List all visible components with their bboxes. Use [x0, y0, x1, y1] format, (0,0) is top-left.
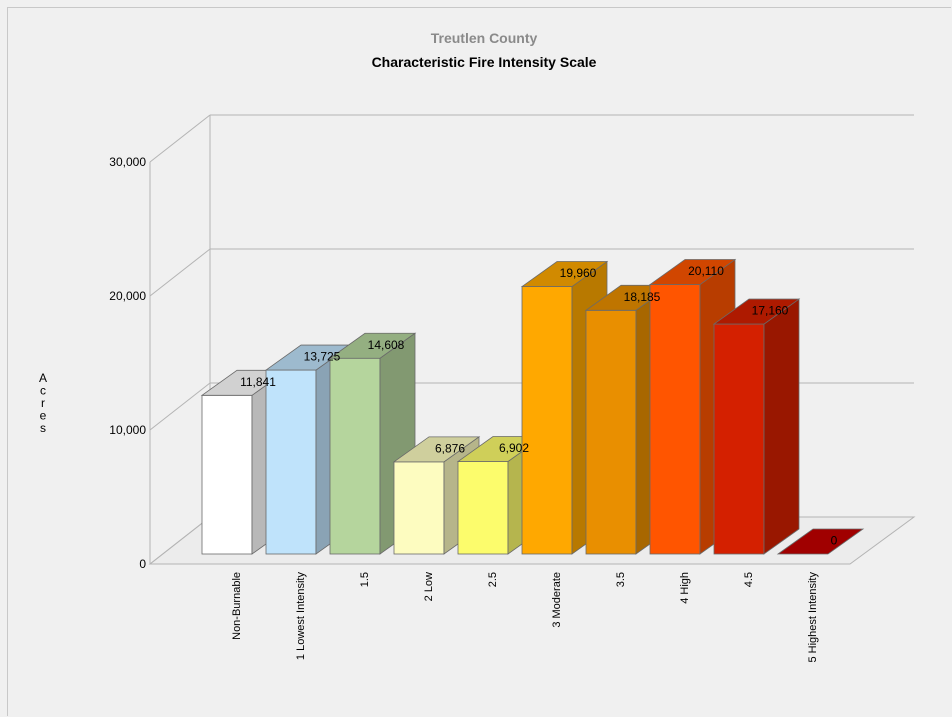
y-axis-label-letter: A	[39, 371, 47, 385]
bar-front	[713, 323, 765, 555]
gridline-side	[149, 516, 211, 565]
gridline-side	[149, 114, 211, 163]
bars-layer	[200, 258, 865, 555]
data-label: 13,725	[304, 350, 341, 364]
bar-front	[521, 286, 573, 555]
x-tick-label: Non-Burnable	[231, 572, 243, 640]
gridline-side	[149, 248, 211, 297]
x-tick-label: 4.5	[743, 572, 755, 587]
x-tick-label: 2 Low	[423, 572, 435, 601]
bar-top	[520, 261, 609, 287]
bar-front	[585, 309, 637, 555]
x-tick-label: 4 High	[679, 572, 691, 604]
x-tick-label: 1.5	[359, 572, 371, 587]
chart-title: Treutlen County	[431, 30, 538, 46]
x-tick-label: 2.5	[487, 572, 499, 587]
bar-top	[648, 259, 737, 285]
bar-front	[265, 369, 317, 555]
data-label: 20,110	[688, 264, 724, 278]
data-label: 6,902	[499, 441, 529, 455]
bar-top	[328, 332, 417, 359]
y-axis-label-letter: e	[40, 409, 47, 423]
gridline-side	[149, 382, 211, 431]
bar-top	[392, 436, 481, 463]
bar-side	[763, 298, 800, 555]
x-tick-label: 3.5	[615, 572, 627, 587]
bar-front	[201, 394, 253, 555]
y-tick-label: 30,000	[109, 155, 146, 169]
bar-top	[712, 298, 801, 325]
y-tick-label: 0	[139, 557, 146, 571]
data-label: 18,185	[624, 290, 661, 304]
bar-front	[649, 284, 701, 555]
bar-front	[457, 461, 509, 555]
y-axis-label-letter: r	[41, 396, 45, 410]
y-axis-label-letter: s	[40, 421, 46, 435]
bar-front	[393, 461, 445, 555]
y-tick-label: 20,000	[109, 289, 146, 303]
chart-frame	[7, 7, 951, 716]
x-tick-label: 1 Lowest Intensity	[295, 572, 307, 661]
data-label: 17,160	[752, 304, 789, 318]
bar	[712, 298, 801, 555]
y-axis-label-letter: c	[40, 384, 46, 398]
x-tick-label: 5 Highest Intensity	[807, 572, 819, 663]
bar-front	[329, 357, 381, 555]
data-label: 14,608	[368, 338, 405, 352]
data-label: 6,876	[435, 441, 465, 455]
data-label: 19,960	[560, 266, 597, 280]
chart-subtitle: Characteristic Fire Intensity Scale	[372, 54, 597, 70]
data-label: 11,841	[240, 375, 276, 389]
bar-top	[776, 528, 865, 555]
x-tick-label: 3 Moderate	[551, 572, 563, 628]
bar	[776, 528, 865, 555]
data-label: 0	[831, 534, 838, 548]
y-tick-label: 10,000	[109, 423, 146, 437]
